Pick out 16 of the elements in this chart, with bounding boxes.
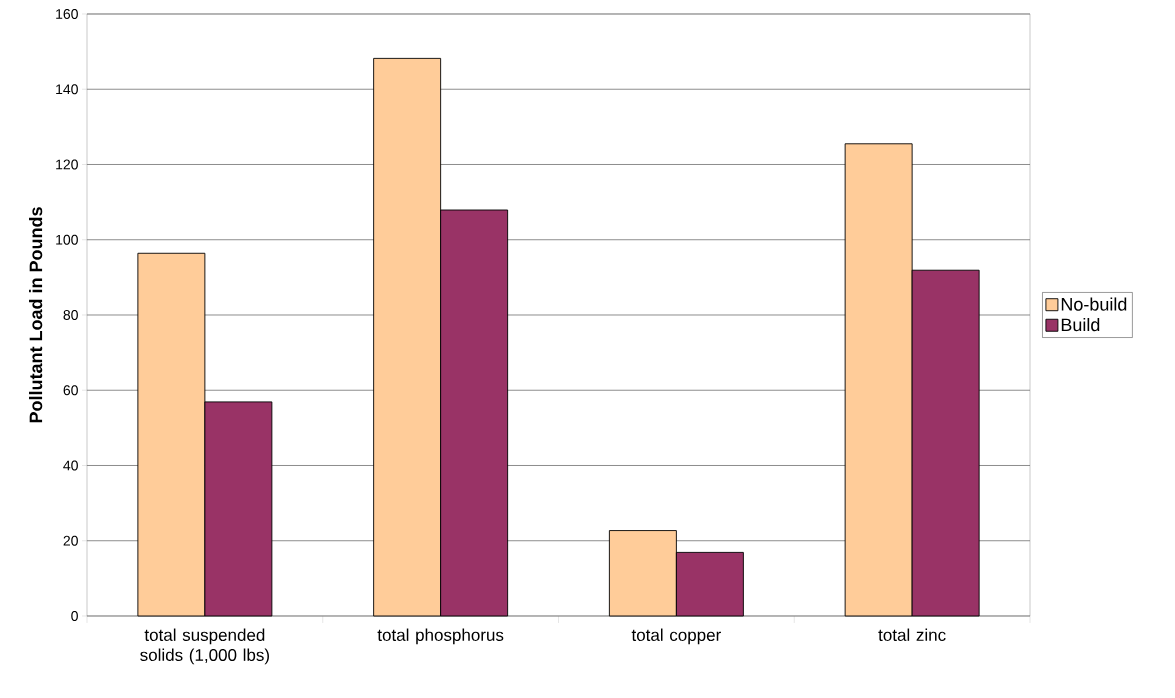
y-tick-label: 40 xyxy=(63,460,78,471)
x-tick-label: total phosphorus xyxy=(377,628,504,645)
y-tick-label: 120 xyxy=(56,159,78,170)
x-tick-label: total copper xyxy=(631,628,721,645)
y-tick-label: 140 xyxy=(56,84,78,95)
y-axis-title: Pollutant Load in Pounds xyxy=(29,207,43,423)
legend-label: No-build xyxy=(1061,297,1127,311)
y-tick-label: 100 xyxy=(56,234,78,245)
y-tick-label: 20 xyxy=(63,535,78,546)
y-tick-label: 160 xyxy=(56,9,78,19)
x-tick-label: total zinc xyxy=(878,628,946,642)
y-tick-label: 60 xyxy=(63,385,78,396)
y-tick-label: 0 xyxy=(71,611,78,621)
legend-label: Build xyxy=(1061,317,1100,332)
x-tick-label: total suspended solids (1,000 lbs) xyxy=(140,628,269,665)
y-tick-label: 80 xyxy=(63,310,78,320)
